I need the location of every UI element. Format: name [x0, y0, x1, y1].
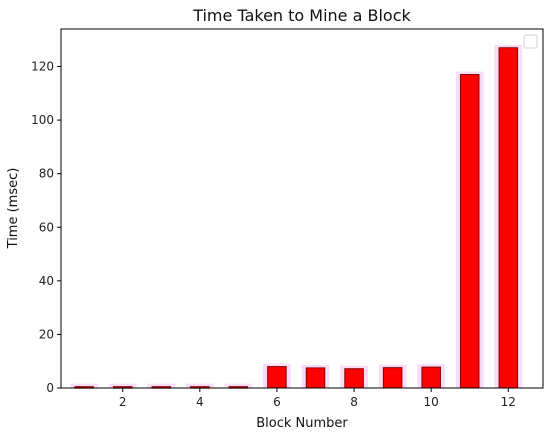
bar-glow-3	[147, 383, 176, 389]
y-axis: 0 20 40 60 80 100 120	[31, 60, 61, 395]
x-tick-label-10: 10	[424, 395, 439, 409]
y-tick-label-20: 20	[39, 327, 54, 341]
x-tick-label-12: 12	[501, 395, 516, 409]
bar-block-11	[459, 74, 480, 389]
bar-block-7	[305, 367, 326, 389]
x-axis: 2 4 6 8 10 12	[119, 388, 516, 409]
x-tick-label-4: 4	[196, 395, 204, 409]
x-tick-label-2: 2	[119, 395, 127, 409]
y-tick-label-0: 0	[46, 381, 54, 395]
legend-box	[523, 34, 538, 49]
bars-layer	[70, 44, 523, 389]
x-tick-label-6: 6	[273, 395, 281, 409]
chart-title: Time Taken to Mine a Block	[192, 6, 411, 25]
bar-block-6	[267, 366, 287, 389]
bar-glow-5	[224, 383, 253, 389]
x-axis-label: Block Number	[256, 416, 348, 431]
bar-block-8	[344, 368, 364, 389]
bar-glow-1	[70, 383, 99, 389]
y-tick-label-40: 40	[39, 274, 54, 288]
y-tick-label-80: 80	[39, 167, 54, 181]
bar-block-9	[382, 367, 403, 389]
y-tick-label-60: 60	[39, 220, 54, 234]
x-tick-label-8: 8	[350, 395, 358, 409]
bar-glow-4	[185, 383, 214, 389]
bar-block-10	[421, 366, 441, 389]
y-tick-label-100: 100	[31, 113, 54, 127]
y-axis-label: Time (msec)	[6, 168, 21, 250]
bar-glow-2	[108, 383, 137, 389]
y-tick-label-120: 120	[31, 60, 54, 74]
bar-block-12	[498, 47, 519, 389]
plot-frame	[60, 28, 544, 389]
